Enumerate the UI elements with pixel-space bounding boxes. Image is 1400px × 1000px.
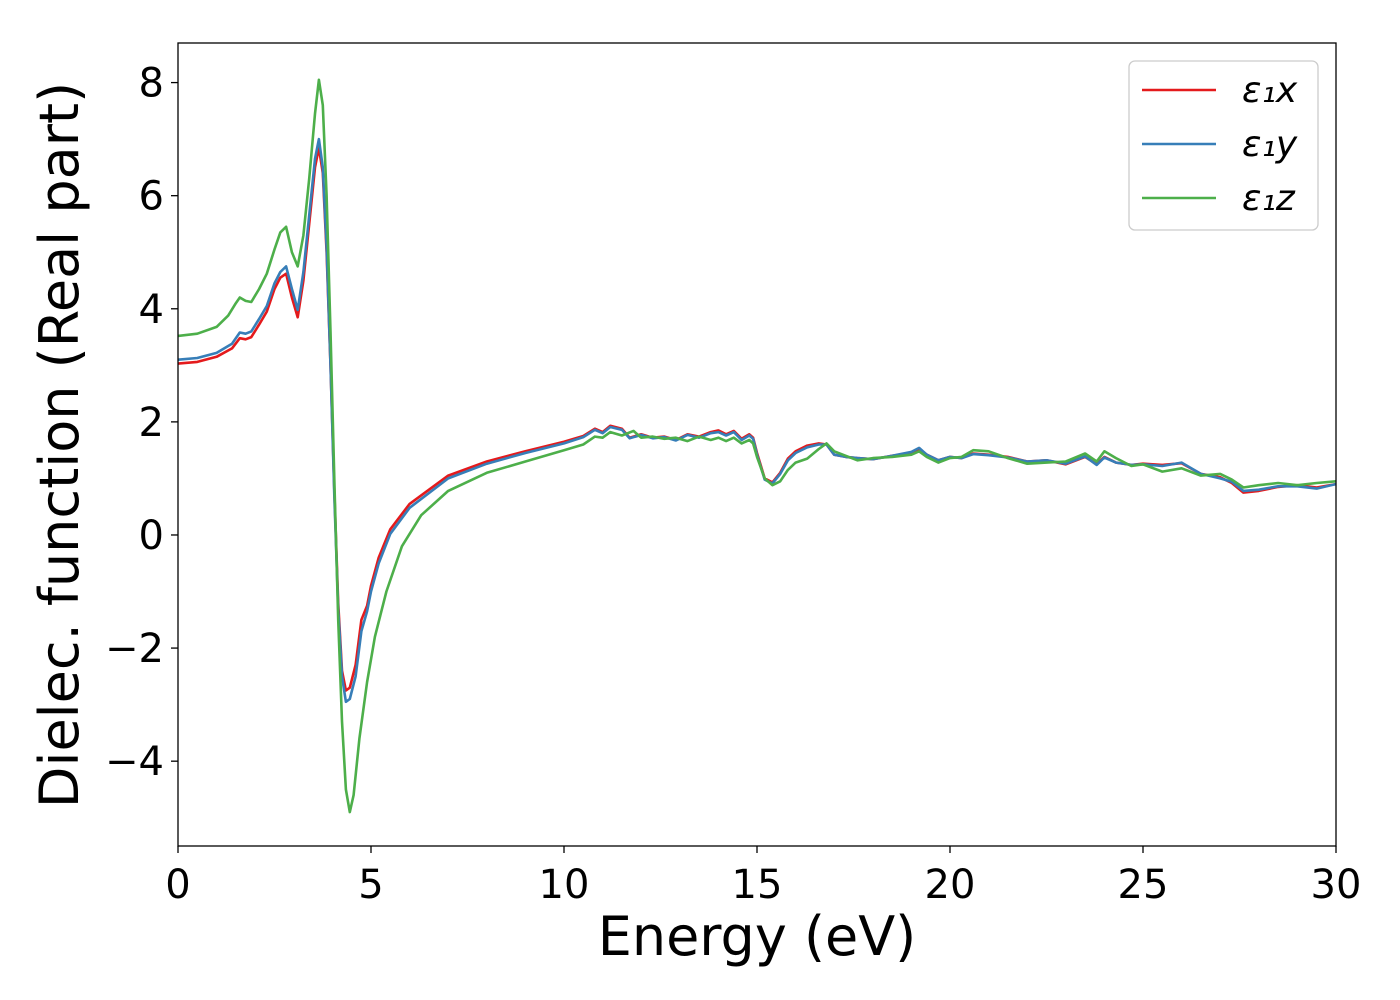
legend-label-1: ε₁x: [1242, 70, 1298, 111]
x-axis-ticks: 0 5 10 15 20 25 30: [165, 846, 1361, 908]
x-tick-label: 30: [1311, 862, 1362, 908]
series-line-3: [178, 78, 1336, 814]
x-tick-label: 0: [165, 862, 190, 908]
y-axis-ticks: −4 −2 0 2 4 6 8: [105, 61, 178, 785]
x-tick-label: 15: [732, 862, 783, 908]
x-axis-title: Energy (eV): [598, 905, 917, 968]
y-tick-label: −2: [105, 626, 164, 672]
legend: ε₁x ε₁y ε₁z: [1128, 60, 1319, 231]
series-line-2: [178, 137, 1336, 704]
y-axis-title: Dielec. function (Real part): [28, 82, 91, 808]
y-tick-label: 8: [139, 61, 164, 107]
y-tick-label: 6: [139, 174, 164, 220]
legend-label-3: ε₁z: [1242, 178, 1296, 219]
y-tick-label: −4: [105, 739, 164, 785]
y-tick-label: 0: [139, 513, 164, 559]
y-tick-label: 4: [139, 287, 164, 333]
legend-box: [1128, 60, 1319, 231]
legend-label-2: ε₁y: [1242, 124, 1298, 165]
x-tick-label: 25: [1118, 862, 1169, 908]
x-tick-label: 5: [358, 862, 383, 908]
x-tick-label: 20: [925, 862, 976, 908]
y-tick-label: 2: [139, 400, 164, 446]
x-tick-label: 10: [539, 862, 590, 908]
